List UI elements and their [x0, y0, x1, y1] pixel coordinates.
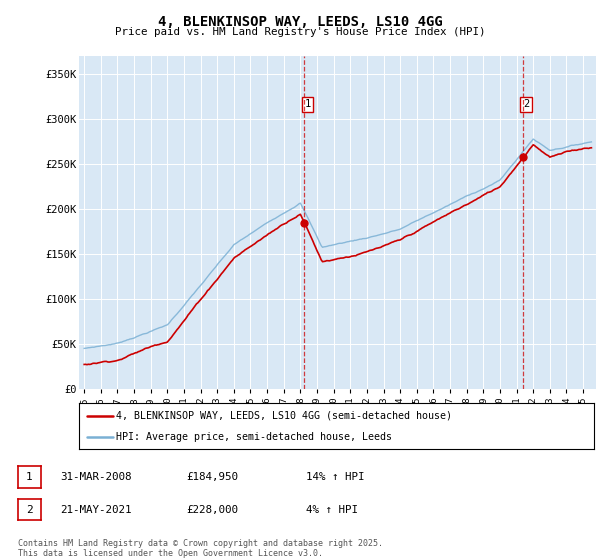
Text: 1: 1 [26, 472, 33, 482]
Text: 31-MAR-2008: 31-MAR-2008 [60, 472, 131, 482]
Text: 1: 1 [304, 99, 311, 109]
Text: 2: 2 [26, 505, 33, 515]
Text: 2: 2 [523, 99, 529, 109]
Text: £184,950: £184,950 [186, 472, 238, 482]
Text: HPI: Average price, semi-detached house, Leeds: HPI: Average price, semi-detached house,… [116, 432, 392, 442]
Text: 21-MAY-2021: 21-MAY-2021 [60, 505, 131, 515]
Text: Price paid vs. HM Land Registry's House Price Index (HPI): Price paid vs. HM Land Registry's House … [115, 27, 485, 37]
Text: Contains HM Land Registry data © Crown copyright and database right 2025.
This d: Contains HM Land Registry data © Crown c… [18, 539, 383, 558]
Text: 4, BLENKINSOP WAY, LEEDS, LS10 4GG (semi-detached house): 4, BLENKINSOP WAY, LEEDS, LS10 4GG (semi… [116, 410, 452, 421]
Text: 4% ↑ HPI: 4% ↑ HPI [306, 505, 358, 515]
Text: 14% ↑ HPI: 14% ↑ HPI [306, 472, 365, 482]
Text: £228,000: £228,000 [186, 505, 238, 515]
Text: 4, BLENKINSOP WAY, LEEDS, LS10 4GG: 4, BLENKINSOP WAY, LEEDS, LS10 4GG [158, 15, 442, 29]
